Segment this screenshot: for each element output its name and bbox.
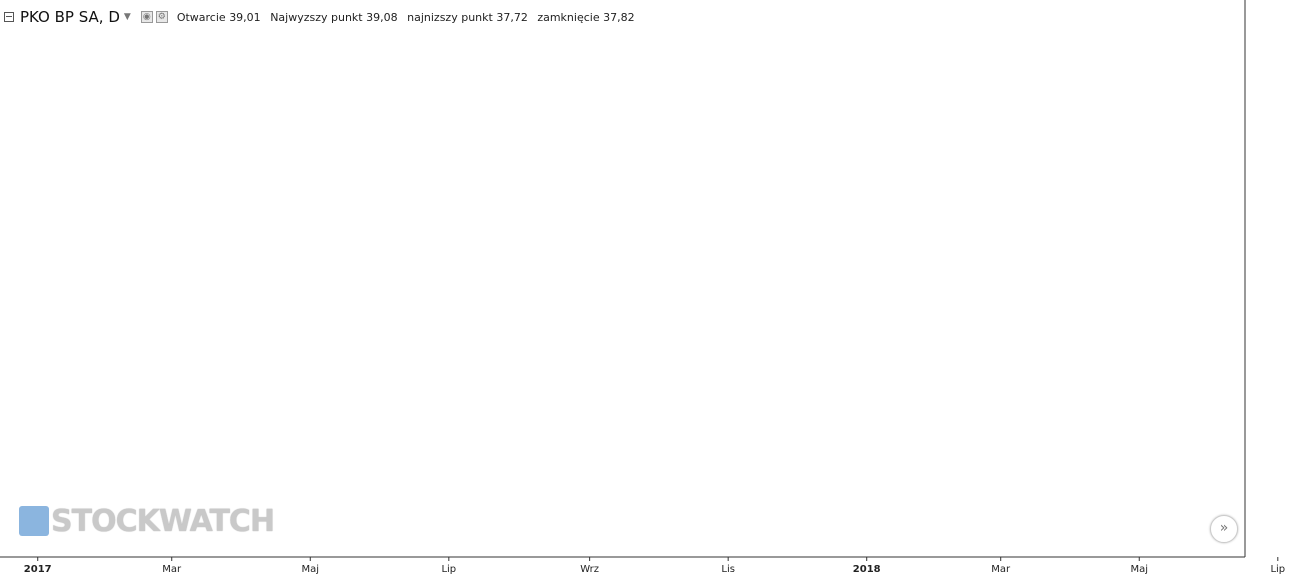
stockwatch-logo: STOCKWATCH (19, 503, 275, 539)
high-label: Najwyzszy punkt (270, 10, 363, 24)
x-tick-label: Mar (991, 564, 1011, 575)
x-tick-label: 2017 (24, 564, 52, 575)
low-label: najnizszy punkt (407, 10, 493, 24)
x-tick-label: Maj (301, 564, 319, 575)
high-value: 39,08 (366, 10, 398, 24)
close-label: zamknięcie (537, 10, 600, 24)
open-value: 39,01 (229, 10, 261, 24)
collapse-icon[interactable] (4, 12, 14, 22)
low-value: 37,72 (496, 10, 528, 24)
x-tick-label: 2018 (853, 564, 881, 575)
eye-icon[interactable]: ◉ (140, 11, 153, 23)
x-tick-label: Lip (441, 564, 456, 575)
symbol-title[interactable]: PKO BP SA, D (20, 8, 120, 26)
x-tick-label: Mar (162, 564, 182, 575)
x-tick-label: Maj (1130, 564, 1148, 575)
open-label: Otwarcie (176, 10, 226, 24)
chevron-down-icon[interactable]: ▼ (123, 12, 131, 22)
ohlc-readout: Otwarcie 39,01 Najwyzszy punkt 39,08 naj… (177, 11, 641, 24)
scroll-to-latest-button[interactable]: » (1210, 515, 1238, 543)
logo-chart-icon (19, 506, 49, 536)
x-tick-label: Lip (1270, 564, 1285, 575)
settings-icon[interactable]: ⚙ (155, 11, 168, 23)
x-tick-label: Lis (721, 564, 735, 575)
watermark-text: STOCKWATCH (51, 503, 275, 539)
x-tick-label: Wrz (580, 564, 599, 575)
chart-header: PKO BP SA, D ▼ ◉ ⚙ Otwarcie 39,01 Najwyz… (0, 6, 641, 28)
close-value: 37,82 (603, 10, 635, 24)
